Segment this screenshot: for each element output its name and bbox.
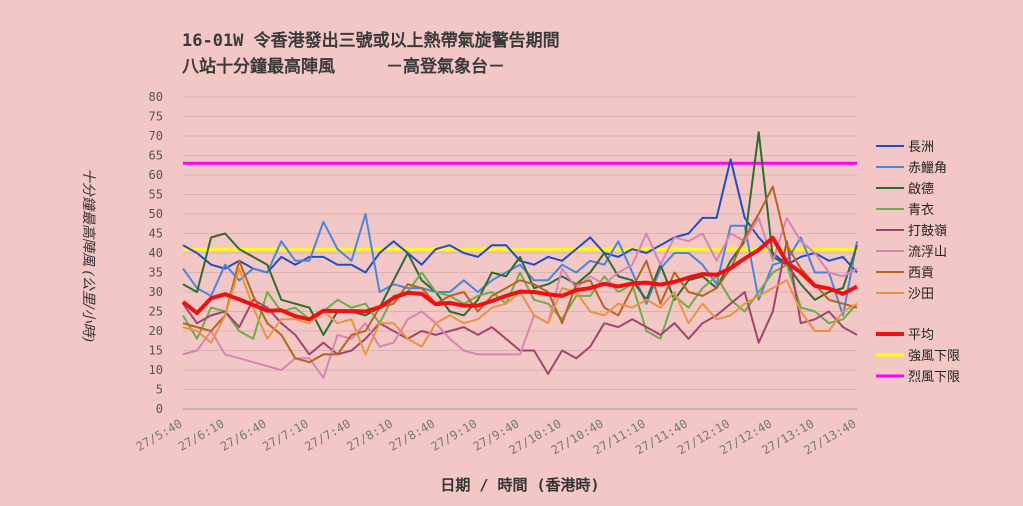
y-tick-label: 70: [149, 129, 163, 143]
y-tick-label: 5: [156, 383, 163, 397]
y-axis-label: 十分鐘最高陣風 (公里/小時): [80, 168, 96, 342]
chart-title: 16-01W 令香港發出三號或以上熱帶氣旋警告期間: [182, 31, 560, 51]
y-tick-label: 30: [149, 285, 163, 299]
chart-subtitle: 八站十分鐘最高陣風 －高登氣象台－: [182, 57, 505, 77]
y-axis-ticks: 0 5 10 15 20 25 30 35 40 45 50 55 60 65 70 75 80: [149, 90, 163, 416]
x-tick-label: 27/8:10: [344, 416, 395, 453]
series-line: [182, 158, 858, 274]
x-axis-label: 日期 / 時間 (香港時): [440, 476, 599, 494]
x-axis-ticks: 27/5:4027/6:1027/6:4027/7:1027/7:4027/8:…: [134, 416, 859, 457]
y-tick-label: 55: [149, 188, 163, 202]
y-tick-label: 80: [149, 90, 163, 104]
x-tick-label: 27/9:10: [429, 416, 480, 453]
legend-label: 長洲: [908, 140, 934, 155]
legend-label: 打鼓嶺: [908, 224, 947, 239]
legend-label: 流浮山: [908, 245, 947, 260]
series-line: [182, 240, 858, 375]
legend-label: 啟德: [908, 182, 934, 197]
legend-label: 沙田: [908, 287, 934, 302]
y-tick-label: 25: [149, 305, 163, 319]
legend-label: 強風下限: [908, 349, 960, 364]
y-tick-label: 10: [149, 363, 163, 377]
y-tick-label: 20: [149, 324, 163, 338]
x-tick-label: 27/5:40: [134, 416, 185, 453]
legend-label: 平均: [908, 328, 934, 343]
legend-label: 西貢: [908, 266, 934, 281]
y-tick-label: 50: [149, 207, 163, 221]
reference-lines: [183, 161, 857, 251]
y-tick-label: 45: [149, 227, 163, 241]
legend-label: 青衣: [908, 202, 934, 218]
series-line: [182, 213, 858, 317]
x-tick-label: 27/8:40: [386, 416, 437, 453]
legend-label: 赤鱲角: [908, 161, 947, 176]
y-tick-label: 40: [149, 246, 163, 260]
y-tick-label: 75: [149, 110, 163, 124]
legend-label: 烈風下限: [908, 370, 960, 385]
y-tick-label: 0: [156, 402, 163, 416]
y-tick-label: 15: [149, 344, 163, 358]
series-line: [182, 185, 858, 364]
x-tick-label: 27/7:40: [302, 416, 353, 453]
series-line: [181, 235, 858, 322]
series-lines: [181, 131, 858, 379]
y-tick-label: 65: [149, 149, 163, 163]
x-tick-label: 27/6:10: [176, 416, 227, 453]
y-tick-label: 35: [149, 266, 163, 280]
y-tick-label: 60: [149, 168, 163, 182]
x-tick-label: 27/7:10: [260, 416, 311, 453]
series-line: [182, 263, 858, 340]
x-tick-label: 27/6:40: [218, 416, 269, 453]
